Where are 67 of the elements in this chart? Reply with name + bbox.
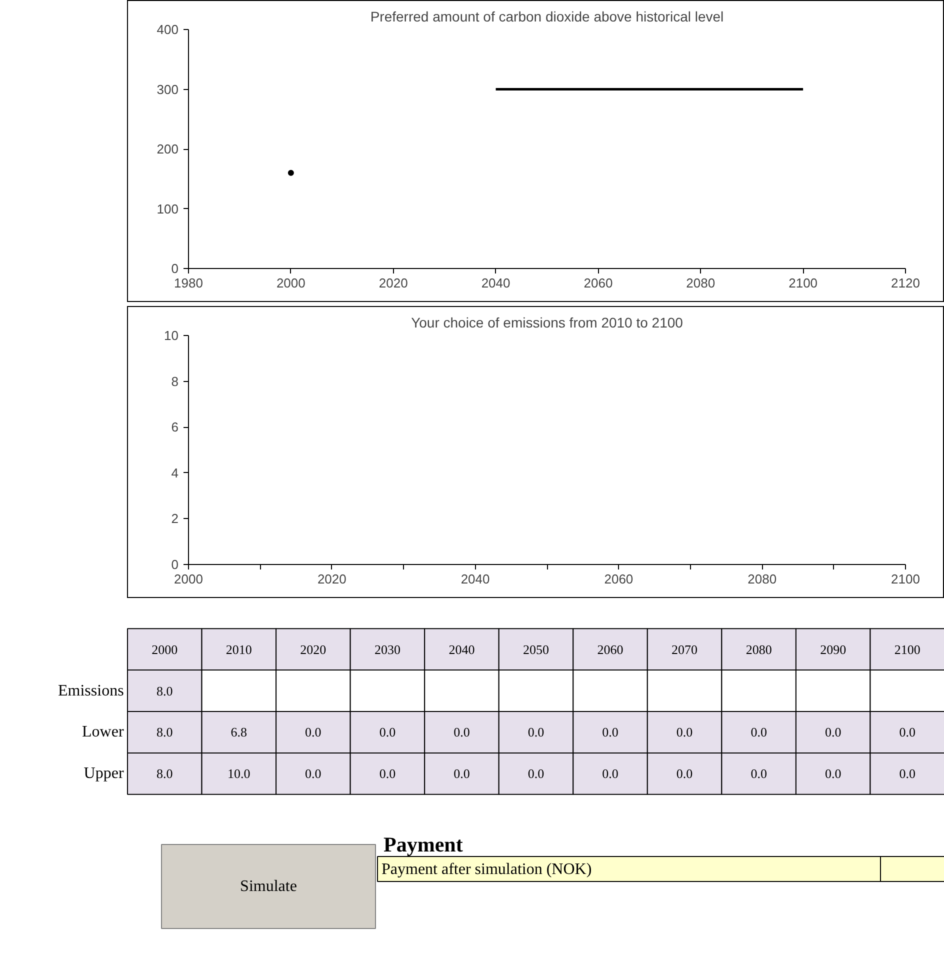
text: Simulate xyxy=(240,878,297,895)
data-label: 0.0 xyxy=(602,766,618,782)
x-tick-label: 2070 xyxy=(672,642,698,657)
x-tick-label: 2100 xyxy=(894,642,920,657)
y-tick-label: Emissions xyxy=(58,682,124,700)
x-tick-label: 2100 xyxy=(788,276,818,290)
x-tick-label: 2120 xyxy=(891,276,920,290)
y-tick-label: 8 xyxy=(171,374,179,389)
x-tick-label: 2040 xyxy=(481,276,510,290)
data-label: 6.8 xyxy=(230,724,248,740)
data-label: 0.0 xyxy=(528,766,544,782)
x-tick-label: 2040 xyxy=(460,572,490,586)
data-label: 10.0 xyxy=(228,766,250,782)
data-label: 0.0 xyxy=(305,724,322,740)
x-tick-label: 2080 xyxy=(748,572,777,586)
x-tick-label: 2000 xyxy=(152,642,178,657)
data-label: 0.0 xyxy=(750,766,767,782)
data-label: 0.0 xyxy=(824,724,842,740)
x-tick-label: 2000 xyxy=(276,276,306,290)
y-tick-label: 6 xyxy=(171,420,179,435)
x-tick-label: 2020 xyxy=(378,276,408,290)
data-label: 0.0 xyxy=(750,724,767,740)
data-label: 0.0 xyxy=(528,724,544,740)
y-tick-label: 0 xyxy=(171,261,179,276)
x-tick-label: 2080 xyxy=(746,642,772,657)
x-tick-label: 2040 xyxy=(448,642,475,657)
y-tick-label: 0 xyxy=(171,557,179,572)
data-label: 0.0 xyxy=(379,766,396,782)
data-label: 8.0 xyxy=(156,766,173,782)
x-tick-label: 2060 xyxy=(604,572,634,586)
x-tick-label: 2000 xyxy=(174,572,203,586)
data-label: 0.0 xyxy=(676,766,693,782)
y-tick-label: 100 xyxy=(156,201,179,216)
y-tick-label: 10 xyxy=(164,328,179,343)
x-tick-label: 1980 xyxy=(174,276,203,290)
chart-title: Your choice of emissions from 2010 to 2100 xyxy=(411,314,684,330)
y-tick-label: 2 xyxy=(171,511,179,526)
y-tick-label: 300 xyxy=(156,82,179,97)
data-label: 0.0 xyxy=(379,724,396,740)
data-label: 0.0 xyxy=(899,766,916,782)
x-tick-label: 2060 xyxy=(597,642,624,657)
x-tick-label: 2020 xyxy=(300,642,326,657)
data-label: 8.0 xyxy=(156,683,173,698)
text: Payment after simulation (NOK) xyxy=(382,861,592,878)
data-label: 0.0 xyxy=(899,724,916,740)
data-label: 0.0 xyxy=(454,766,470,782)
text: Payment xyxy=(384,832,463,856)
data-label: 0.0 xyxy=(676,724,693,740)
data-label: 0.0 xyxy=(602,724,618,740)
y-tick-label: 200 xyxy=(156,142,179,156)
x-tick-label: 2080 xyxy=(686,276,716,290)
y-tick-label: Upper xyxy=(84,765,124,782)
x-tick-label: 2090 xyxy=(820,642,846,657)
x-tick-label: 2060 xyxy=(584,276,613,290)
data-label: 0.0 xyxy=(305,766,322,782)
y-tick-label: 400 xyxy=(156,22,179,37)
data-label: 0.0 xyxy=(824,766,842,782)
data-label: 8.0 xyxy=(156,724,173,740)
y-tick-label: 4 xyxy=(171,465,179,480)
x-tick-label: 2030 xyxy=(374,642,400,657)
y-tick-label: Lower xyxy=(82,724,124,741)
x-tick-label: 2010 xyxy=(226,642,252,657)
x-tick-label: 2020 xyxy=(317,572,346,586)
chart-title: Preferred amount of carbon dioxide above historical level xyxy=(370,8,724,24)
data-label: 0.0 xyxy=(454,724,470,740)
x-tick-label: 2050 xyxy=(523,642,550,657)
x-tick-label: 2100 xyxy=(891,572,920,586)
